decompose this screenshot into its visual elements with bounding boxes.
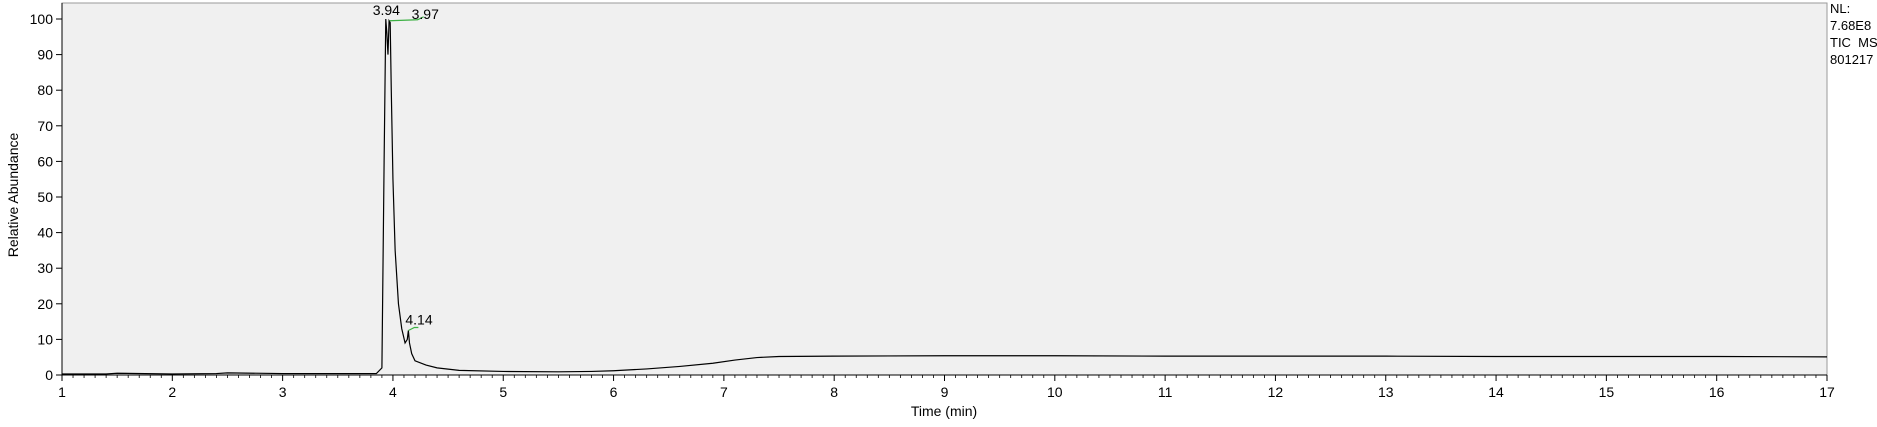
nl-value: 7.68E8: [1830, 18, 1872, 33]
peak-label: 3.94: [373, 2, 400, 18]
y-tick-label: 30: [37, 260, 53, 276]
x-tick-label: 3: [279, 384, 287, 400]
peak-label: 4.14: [405, 312, 432, 328]
normalization-info: NL: 7.68E8 TIC MS 801217: [1830, 0, 1877, 68]
x-tick-label: 14: [1488, 384, 1504, 400]
y-axis: 0 10 20 30 40 50 60 70 80 90 100: [30, 11, 62, 383]
x-tick-label: 5: [499, 384, 507, 400]
peak-annotations: 3.94 3.97 4.14: [373, 2, 439, 332]
x-axis-title: Time (min): [911, 403, 977, 419]
x-tick-label: 7: [720, 384, 728, 400]
peak-leader-line: [389, 16, 424, 22]
y-tick-label: 90: [37, 47, 53, 63]
x-tick-label: 15: [1599, 384, 1615, 400]
y-tick-label: 10: [37, 331, 53, 347]
x-tick-label: 12: [1268, 384, 1284, 400]
peak-label: 3.97: [412, 6, 439, 22]
x-tick-label: 4: [389, 384, 397, 400]
x-tick-label: 1: [58, 384, 66, 400]
peak-leader-line: [408, 326, 419, 332]
x-tick-label: 2: [168, 384, 176, 400]
y-tick-label: 50: [37, 189, 53, 205]
x-tick-label: 13: [1378, 384, 1394, 400]
file-id: 801217: [1830, 52, 1874, 67]
x-axis: 1 2 3 4 5 6 7 8 9 10 11 12 13 14 15 16 17: [58, 375, 1835, 400]
y-tick-label: 80: [37, 82, 53, 98]
tic-trace-line: [62, 18, 1828, 375]
y-tick-label: 0: [45, 367, 53, 383]
x-tick-label: 16: [1709, 384, 1725, 400]
x-tick-label: 11: [1158, 384, 1173, 400]
y-tick-label: 60: [37, 153, 53, 169]
plot-area: [61, 2, 1828, 376]
y-axis-title: Relative Abundance: [5, 133, 21, 258]
x-tick-label: 17: [1819, 384, 1835, 400]
y-tick-label: 20: [37, 296, 53, 312]
x-tick-label: 10: [1047, 384, 1063, 400]
y-tick-label: 100: [30, 11, 54, 27]
x-tick-label: 8: [830, 384, 838, 400]
nl-label: NL:: [1830, 1, 1851, 16]
scan-filter: TIC MS: [1830, 35, 1877, 50]
x-tick-label: 6: [610, 384, 618, 400]
y-tick-label: 40: [37, 225, 53, 241]
y-tick-label: 70: [37, 118, 53, 134]
x-tick-label: 9: [941, 384, 949, 400]
